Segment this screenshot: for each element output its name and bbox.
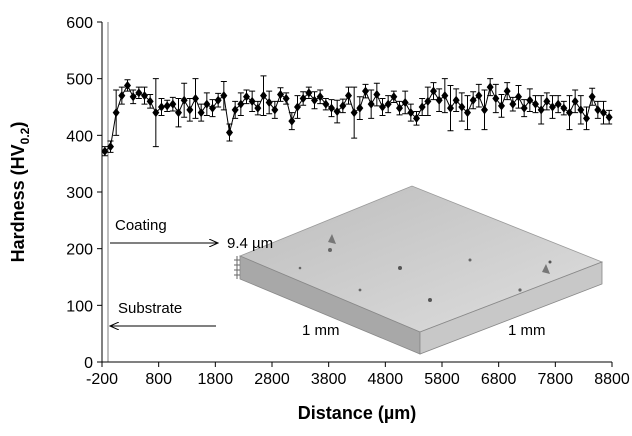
marker (504, 87, 511, 96)
marker (470, 96, 477, 105)
x-tick-label: 800 (145, 371, 172, 388)
marker (481, 105, 488, 114)
x-tick-label: 7800 (538, 371, 574, 388)
annotation: Substrate (118, 300, 182, 317)
marker (606, 113, 613, 122)
marker (356, 104, 363, 113)
y-tick-label: 200 (66, 242, 93, 259)
annotation: 1 mm (302, 322, 340, 339)
marker (220, 91, 227, 100)
marker (560, 104, 567, 113)
marker (288, 117, 295, 126)
marker (113, 108, 120, 117)
annotation: 9.4 µm (227, 235, 273, 252)
annotation: 1 mm (508, 322, 546, 339)
x-tick-label: -200 (86, 371, 118, 388)
marker (181, 96, 188, 105)
x-tick-label: 8800 (594, 371, 630, 388)
marker (487, 83, 494, 92)
y-tick-label: 600 (66, 15, 93, 32)
y-tick-label: 500 (66, 72, 93, 89)
marker (351, 108, 358, 117)
marker (566, 108, 573, 117)
y-tick-label: 0 (84, 355, 93, 372)
x-tick-label: 1800 (198, 371, 234, 388)
marker (475, 91, 482, 100)
x-tick-label: 5800 (424, 371, 460, 388)
marker (277, 90, 284, 99)
chart: Coating 9.4 µm Substrate 1 mm 1 mm Dista… (0, 0, 632, 431)
marker (192, 94, 199, 103)
marker (368, 100, 375, 109)
marker (283, 94, 290, 103)
marker (373, 90, 380, 99)
x-axis-title: Distance (µm) (298, 403, 416, 423)
marker (118, 91, 125, 100)
x-tick-label: 6800 (481, 371, 517, 388)
marker (589, 92, 596, 101)
y-axis-title-main: Hardness (HV (8, 144, 28, 262)
marker (164, 101, 171, 110)
surface-inset (234, 186, 602, 354)
marker (226, 128, 233, 137)
marker (345, 91, 352, 100)
marker (441, 91, 448, 100)
marker (362, 87, 369, 96)
annotation: Coating (115, 217, 167, 234)
x-tick-label: 2800 (254, 371, 290, 388)
marker (186, 105, 193, 114)
y-tick-label: 300 (66, 185, 93, 202)
y-axis-title-close: ) (8, 122, 28, 128)
x-tick-label: 3800 (311, 371, 347, 388)
marker (130, 92, 137, 101)
marker (124, 81, 131, 90)
y-axis-title: Hardness (HV0.2) (8, 122, 32, 263)
y-tick-label: 400 (66, 128, 93, 145)
y-axis-title-sub: 0.2 (18, 127, 32, 144)
x-tick-label: 4800 (368, 371, 404, 388)
y-tick-label: 100 (66, 298, 93, 315)
